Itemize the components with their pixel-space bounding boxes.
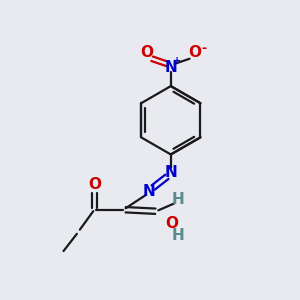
Text: O: O: [140, 45, 154, 60]
Text: +: +: [173, 56, 181, 66]
Text: H: H: [171, 192, 184, 207]
Text: O: O: [165, 216, 178, 231]
Text: O: O: [188, 45, 201, 60]
Text: N: N: [164, 165, 177, 180]
Text: N: N: [164, 60, 177, 75]
Text: H: H: [171, 228, 184, 243]
Text: -: -: [201, 42, 206, 55]
Text: O: O: [88, 177, 101, 192]
Text: N: N: [143, 184, 156, 199]
